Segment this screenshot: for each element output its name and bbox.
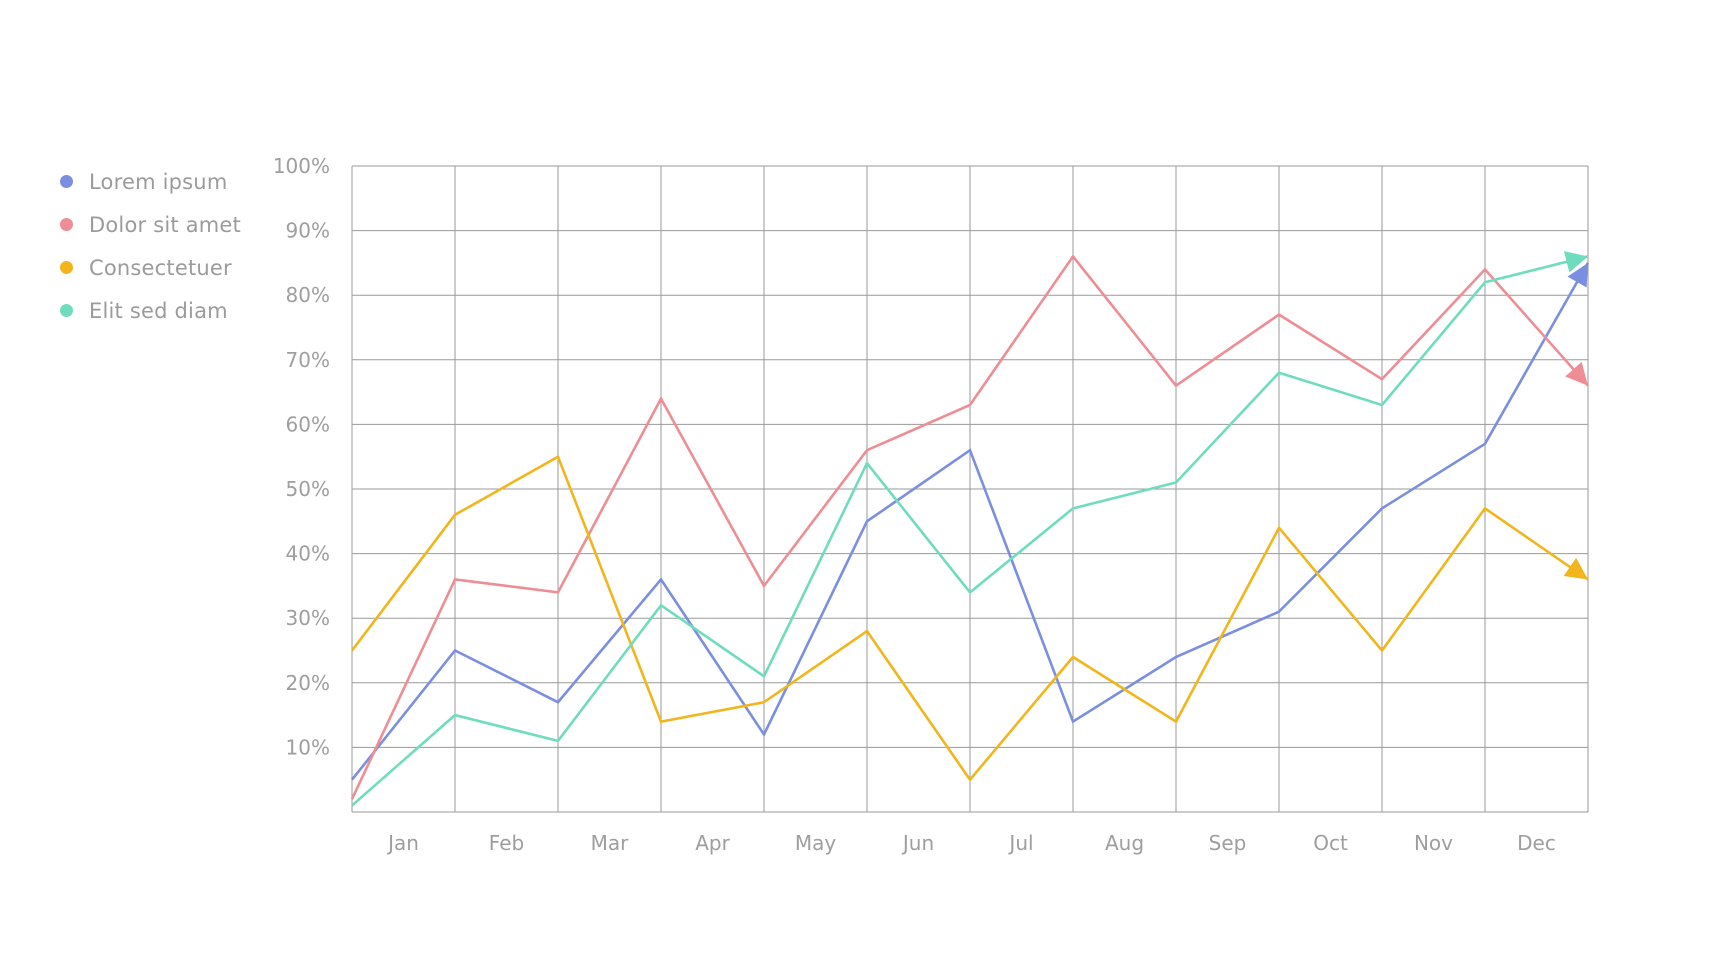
legend-marker <box>60 218 73 231</box>
x-tick-label: May <box>795 831 837 855</box>
series-line <box>350 262 1590 781</box>
y-tick-label: 90% <box>286 219 330 243</box>
legend-label: Elit sed diam <box>89 298 228 323</box>
x-tick-label: Jan <box>386 831 419 855</box>
y-tick-label: 70% <box>286 348 330 372</box>
legend-item: Elit sed diam <box>60 289 241 332</box>
y-axis-ticks: 10% 20% 30% 40% 50% 60% 70% 80% 90% 100% <box>273 154 330 759</box>
legend-marker <box>60 261 73 274</box>
arrowhead-icon <box>1563 251 1588 273</box>
y-tick-label: 60% <box>286 412 330 436</box>
x-tick-label: Nov <box>1414 831 1453 855</box>
x-tick-label: Dec <box>1517 831 1556 855</box>
y-tick-label: 80% <box>286 283 330 307</box>
legend-item: Lorem ipsum <box>60 160 241 203</box>
x-tick-label: Jun <box>901 831 934 855</box>
y-tick-label: 50% <box>286 477 330 501</box>
series-line <box>350 254 1589 800</box>
y-tick-label: 20% <box>286 671 330 695</box>
legend-item: Consectetuer <box>60 246 241 289</box>
grid <box>351 165 1589 813</box>
y-tick-label: 10% <box>286 735 330 759</box>
legend-label: Lorem ipsum <box>89 169 228 194</box>
x-tick-label: Oct <box>1313 831 1348 855</box>
legend-marker <box>60 175 73 188</box>
legend-label: Dolor sit amet <box>89 212 241 237</box>
x-tick-label: Mar <box>591 831 630 855</box>
legend: Lorem ipsum Dolor sit amet Consectetuer Eli… <box>60 160 241 332</box>
y-tick-label: 30% <box>286 606 330 630</box>
x-tick-label: Apr <box>695 831 730 855</box>
x-tick-label: Feb <box>489 831 524 855</box>
legend-item: Dolor sit amet <box>60 203 241 246</box>
y-tick-label: 100% <box>273 154 330 178</box>
arrowhead-icon <box>1567 262 1588 288</box>
x-tick-label: Aug <box>1105 831 1144 855</box>
legend-marker <box>60 304 73 317</box>
series-lines <box>350 251 1590 807</box>
arrowhead-icon <box>1565 361 1588 386</box>
series-line <box>351 251 1589 807</box>
x-axis-ticks: Jan Feb Mar Apr May Jun Jul Aug Sep Oct Nov Dec <box>386 831 1556 855</box>
x-tick-label: Sep <box>1209 831 1247 855</box>
y-tick-label: 40% <box>286 542 330 566</box>
legend-label: Consectetuer <box>89 255 232 280</box>
arrowhead-icon <box>1563 557 1588 580</box>
x-tick-label: Jul <box>1007 831 1033 855</box>
series-line <box>350 454 1589 782</box>
